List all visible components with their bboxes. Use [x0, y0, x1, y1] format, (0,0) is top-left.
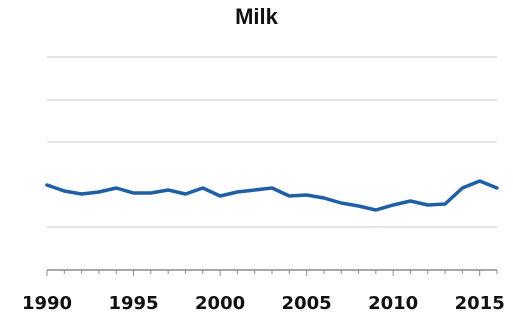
x-tick-label: 2005	[282, 293, 332, 314]
x-tick-label: 1995	[108, 293, 158, 314]
chart-title: Milk	[235, 4, 278, 29]
x-tick-label: 1990	[22, 293, 72, 314]
x-tick-label: 2015	[455, 293, 505, 314]
x-tick-label: 2000	[195, 293, 245, 314]
series-line	[45, 179, 499, 212]
x-tick-label: 2010	[368, 293, 418, 314]
